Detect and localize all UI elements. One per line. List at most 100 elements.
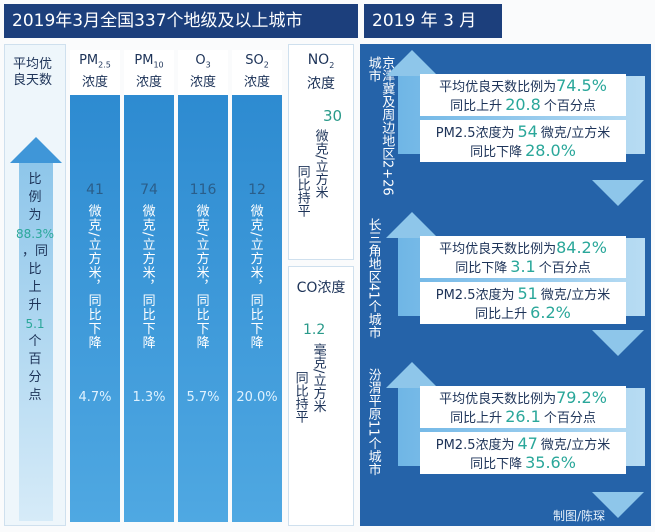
co-change: 同比持平 xyxy=(292,371,308,423)
pm-value: 54 xyxy=(517,122,538,141)
pollutant-value: 41 xyxy=(86,182,104,198)
pm-unit: 微克/立方米 xyxy=(540,288,611,303)
good-days-change-unit: 个百分点 xyxy=(543,411,596,426)
pollutant-change: 5.7% xyxy=(186,390,220,405)
good-days-box: 平均优良天数比例为79.2% 同比上升 26.1 个百分点 xyxy=(420,386,626,428)
co-title: CO浓度 xyxy=(296,280,346,296)
pollutant-name: SO xyxy=(245,53,264,68)
good-days-title: 平均优良天数 xyxy=(13,57,53,88)
pollutant-unit: 微克/立方米，同比下降 xyxy=(193,204,209,350)
good-days-value: 79.2% xyxy=(556,388,607,407)
pollutant-0: PM2.5 浓度 41 微克/立方米，同比下降 4.7% xyxy=(70,44,120,526)
pollutant-change: 1.3% xyxy=(132,390,166,405)
good-days-change-unit: 个百分点 xyxy=(543,99,596,114)
pm-label: PM2.5浓度为 xyxy=(435,438,515,453)
good-days-line: 个 xyxy=(28,334,42,349)
pm-label: PM2.5浓度为 xyxy=(435,126,515,141)
no2-title-part: NO xyxy=(307,52,330,68)
pollutant-title: SO2 浓度 xyxy=(232,50,282,95)
pm-line: PM2.5浓度为 51 微克/立方米 xyxy=(420,284,626,303)
region-name: 长三角地区41个城市 xyxy=(365,218,381,339)
pm-box: PM2.5浓度为 51 微克/立方米 同比上升 6.2% xyxy=(420,282,626,324)
good-days-line: 平均优良天数比例为74.5% xyxy=(420,76,626,95)
pollutant-1: PM10 浓度 74 微克/立方米，同比下降 1.3% xyxy=(124,44,174,526)
co-panel: CO浓度 1.2 毫克/立方米 同比持平 xyxy=(288,266,354,526)
pollutant-subscript: 10 xyxy=(153,60,164,70)
region-block-0: 京津冀及周边地区2+26城市 平均优良天数比例为74.5% 同比上升 20.8 个百分点… xyxy=(360,50,651,206)
pollutant-2: O3 浓度 116 微克/立方米，同比下降 5.7% xyxy=(178,44,228,526)
co-value: 1.2 xyxy=(303,322,326,338)
pollutant-name: PM xyxy=(79,53,99,68)
pm-change-text: 同比上升 xyxy=(475,307,528,322)
good-days-line: 平均优良天数比例为84.2% xyxy=(420,238,626,257)
region-name: 汾渭平原11个城市 xyxy=(365,368,381,476)
pm-change-text: 同比下降 xyxy=(470,145,523,160)
region-block-1: 长三角地区41个城市 平均优良天数比例为84.2% 同比下降 3.1 个百分点 PM2.5… xyxy=(360,212,651,356)
pm-change-line: 同比上升 6.2% xyxy=(420,303,626,322)
pollutant-subscript: 3 xyxy=(205,60,211,70)
good-days-value: 84.2% xyxy=(556,238,607,257)
pollutant-change: 20.0% xyxy=(236,390,278,405)
pm-change-value: 6.2% xyxy=(530,303,571,322)
no2-value: 30 xyxy=(323,107,343,125)
good-days-value: 74.5% xyxy=(556,76,607,95)
pollutant-3: SO2 浓度 12 微克/立方米，同比下降 20.0% xyxy=(232,44,282,526)
no2-title-part: 2 xyxy=(329,60,335,70)
good-days-box: 平均优良天数比例为84.2% 同比下降 3.1 个百分点 xyxy=(420,236,626,278)
good-days-change-line: 同比下降 3.1 个百分点 xyxy=(420,257,626,276)
pm-unit: 微克/立方米 xyxy=(540,126,611,141)
good-days-line: 例 xyxy=(28,190,42,205)
pollutant-value: 116 xyxy=(189,182,217,198)
pm10-column xyxy=(124,54,174,522)
no2-panel: NO2 浓度 30 微克/立方米 同比持平 xyxy=(288,44,354,260)
pollutant-value: 74 xyxy=(140,182,158,198)
good-days-line: 为 xyxy=(28,208,42,223)
co-unit: 毫克/立方米 xyxy=(310,343,326,413)
pm-line: PM2.5浓度为 47 微克/立方米 xyxy=(420,434,626,453)
region-name: 京津冀及周边地区2+26城市 xyxy=(365,56,395,196)
pm-value: 47 xyxy=(517,434,538,453)
pollutant-suffix: 浓度 xyxy=(135,74,162,90)
down-arrow-icon xyxy=(592,180,644,206)
left-header: 2019年3月全国337个地级及以上城市 xyxy=(4,4,358,38)
good-days-line: 88.3% xyxy=(15,227,55,241)
pm-box: PM2.5浓度为 47 微克/立方米 同比下降 35.6% xyxy=(420,432,626,474)
good-days-change-unit: 个百分点 xyxy=(538,261,591,276)
good-days-text: 平均优良天数比例为 xyxy=(439,392,557,407)
credit: 制图/陈琛 xyxy=(552,509,605,523)
pm-line: PM2.5浓度为 54 微克/立方米 xyxy=(420,122,626,141)
good-days-text: 比例为 88.3% ，同比上升 5.1 个百分点 xyxy=(5,171,65,405)
up-arrow-icon xyxy=(386,362,438,388)
pollutant-title: PM10 浓度 xyxy=(124,50,174,95)
good-days-line: 百 xyxy=(28,352,42,367)
good-days-change-value: 3.1 xyxy=(510,257,536,276)
pollutant-unit: 微克/立方米，同比下降 xyxy=(85,204,101,350)
pollutant-name: O xyxy=(195,53,206,68)
good-days-line: 上 xyxy=(28,280,42,295)
good-days-stem xyxy=(19,163,53,521)
pm-change-line: 同比下降 28.0% xyxy=(420,141,626,160)
pollutant-suffix: 浓度 xyxy=(243,74,270,90)
good-days-line: 点 xyxy=(28,388,42,403)
good-days-change-line: 同比上升 20.8 个百分点 xyxy=(420,95,626,114)
good-days-text: 平均优良天数比例为 xyxy=(439,242,557,257)
up-arrow-icon xyxy=(386,50,438,76)
good-days-line: 分 xyxy=(28,370,42,385)
pollutant-subscript: 2.5 xyxy=(98,60,111,70)
pollutant-unit: 微克/立方米，同比下降 xyxy=(247,204,263,350)
good-days-line: 比 xyxy=(28,172,42,187)
no2-change: 同比持平 xyxy=(294,165,310,217)
good-days-line: 平均优良天数比例为79.2% xyxy=(420,388,626,407)
pollutant-change: 4.7% xyxy=(78,390,112,405)
pollutant-title: PM2.5 浓度 xyxy=(70,50,120,95)
good-days-line: 比 xyxy=(28,262,42,277)
good-days-text: 平均优良天数比例为 xyxy=(439,80,557,95)
pm-value: 51 xyxy=(517,284,538,303)
good-days-change-line: 同比上升 26.1 个百分点 xyxy=(420,407,626,426)
good-days-panel: 平均优良天数 比例为 88.3% ，同比上升 5.1 个百分点 xyxy=(4,44,66,526)
pollutant-value: 12 xyxy=(248,182,266,198)
pm-change-value: 28.0% xyxy=(525,141,576,160)
no2-title-part: 浓度 xyxy=(307,75,335,92)
good-days-change-value: 20.8 xyxy=(505,95,541,114)
good-days-change-text: 同比上升 xyxy=(450,99,503,114)
